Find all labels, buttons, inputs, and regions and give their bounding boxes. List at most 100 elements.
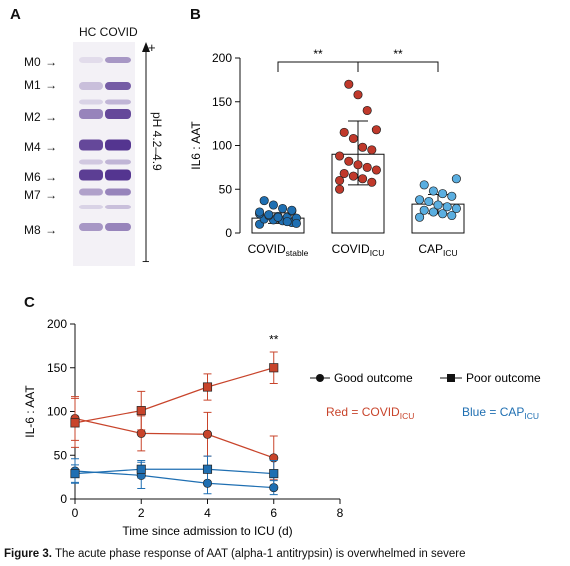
gel-background (73, 42, 135, 266)
b-data-point (282, 217, 292, 227)
b-data-point (362, 162, 372, 172)
gel-svg (73, 42, 135, 266)
b-category-label: COVIDstable (248, 242, 309, 258)
b-data-point (371, 125, 381, 135)
c-legend-poor-label: Poor outcome (466, 371, 541, 385)
b-data-point (335, 184, 345, 194)
b-sig-bracket (357, 61, 439, 72)
c-x-tick-label: 2 (138, 506, 145, 520)
b-data-point (371, 165, 381, 175)
b-category-label: CAPICU (418, 242, 457, 258)
b-data-point (419, 205, 429, 215)
b-data-point (451, 203, 461, 214)
c-data-point (269, 363, 279, 373)
gel-band-covid-4 (105, 169, 131, 181)
b-data-point (419, 180, 429, 190)
c-x-axis-label: Time since admission to ICU (d) (122, 524, 292, 538)
b-data-point (264, 210, 274, 220)
b-sig-label: ** (313, 47, 323, 61)
b-sig-label: ** (393, 47, 403, 61)
c-legend-red-note: Red = COVIDICU (326, 405, 414, 421)
b-data-point (442, 202, 452, 212)
c-data-point (202, 464, 213, 474)
b-data-point (415, 212, 425, 222)
c-data-point (269, 469, 279, 479)
gel-band-covid-7 (105, 99, 131, 105)
gel-band-hc-4 (79, 169, 103, 181)
c-x-tick-label: 0 (72, 506, 79, 520)
b-data-point (415, 195, 425, 205)
b-data-point (438, 209, 448, 219)
gel-band-covid-9 (105, 205, 131, 209)
b-data-point (428, 207, 438, 217)
b-data-point (353, 90, 363, 100)
b-data-point (339, 168, 349, 179)
panel-b-chart: 0 50 100 150 200 IL6 : AAT COVIDstable COVIDICU… (180, 30, 500, 295)
b-y-tick-label: 0 (225, 226, 232, 240)
b-data-point (367, 177, 377, 187)
c-series-line (74, 367, 274, 424)
marker-labels: M0 → M1 → M2 → M4 → M6 → M7 → M8 → (24, 0, 72, 260)
b-data-point (268, 200, 278, 210)
gel-band-covid-3 (105, 139, 131, 151)
c-data-point (202, 429, 213, 439)
gel-band-hc-9 (79, 205, 103, 209)
b-data-point (344, 156, 354, 166)
panel-a-letter: A (10, 6, 21, 23)
ph-plus: + (148, 40, 156, 55)
c-legend-blue-note: Blue = CAPICU (462, 405, 539, 421)
ph-gradient-axis (142, 42, 156, 273)
gel-band-hc-5 (79, 188, 103, 196)
gel-band-hc-0 (79, 57, 103, 63)
c-series-line (74, 417, 274, 459)
gel-image (73, 42, 135, 266)
c-y-tick-label: 50 (54, 448, 68, 462)
gel-band-covid-0 (105, 57, 131, 63)
marker-m0: M0 → (24, 55, 58, 69)
b-data-point (259, 196, 269, 206)
c-y-tick-label: 200 (47, 317, 67, 331)
c-legend-poor-marker (447, 374, 455, 382)
c-legend-good-label: Good outcome (334, 371, 413, 385)
c-x-tick-label: 6 (270, 506, 277, 520)
b-data-point (344, 79, 354, 89)
marker-m8: M8 → (24, 223, 58, 237)
b-data-point (424, 196, 434, 207)
b-data-point (358, 142, 368, 152)
panel-c-letter: C (24, 294, 35, 311)
figure-caption: Figure 3. The acute phase response of AA… (4, 548, 466, 560)
b-y-tick-label: 100 (212, 139, 232, 153)
c-series-line (74, 470, 274, 489)
c-data-point (202, 382, 213, 392)
caption-label: Figure 3. (4, 548, 52, 560)
b-data-point (348, 133, 358, 144)
panel-c-svg: 0 50 100 150 200 0 2 4 6 8 Time since admission to… (23, 317, 541, 538)
gel-band-hc-6 (79, 223, 103, 231)
c-data-point (136, 406, 146, 416)
gel-band-hc-1 (79, 82, 103, 90)
panel-c-chart: 0 50 100 150 200 0 2 4 6 8 Time since admission to… (20, 310, 565, 550)
b-data-point (428, 186, 438, 196)
b-y-tick-label: 150 (212, 95, 232, 109)
c-y-axis-label: IL-6 : AAT (23, 385, 37, 438)
b-data-point (348, 171, 358, 181)
b-data-point (367, 145, 377, 155)
b-data-point (291, 218, 301, 228)
panel-b-svg: 0 50 100 150 200 IL6 : AAT COVIDstable COVIDICU… (189, 47, 465, 258)
c-data-point (70, 469, 80, 479)
ph-minus: − (142, 254, 150, 269)
c-data-point (136, 464, 146, 474)
b-data-point (438, 189, 448, 199)
b-data-point (278, 203, 288, 214)
b-data-point (255, 207, 265, 217)
b-data-point (335, 151, 345, 161)
ph-arrow-svg (142, 42, 150, 262)
gel-band-covid-1 (105, 82, 131, 90)
b-data-point (273, 212, 283, 222)
c-data-point (70, 418, 80, 428)
b-y-axis-label: IL6 : AAT (189, 121, 203, 170)
b-data-point (447, 191, 457, 201)
panel-b-letter: B (190, 6, 201, 23)
b-data-point (447, 210, 457, 221)
c-y-tick-label: 100 (47, 405, 67, 419)
